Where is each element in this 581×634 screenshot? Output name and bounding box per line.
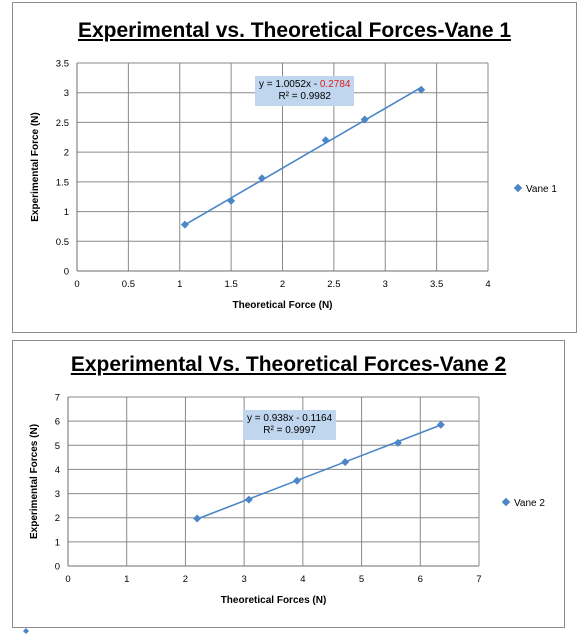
chart-title: Experimental vs. Theoretical Forces-Vane… — [77, 19, 512, 42]
legend-label: Vane 2 — [514, 498, 545, 509]
y-tick-label: 2 — [55, 513, 60, 524]
y-tick-label: 1.5 — [56, 177, 69, 188]
y-tick-label: 0.5 — [56, 237, 69, 248]
x-tick-label: 3 — [241, 574, 246, 585]
x-tick-label: 3 — [383, 279, 388, 290]
chart-vane-2: Experimental Vs. Theoretical Forces-Vane… — [12, 340, 565, 628]
data-point — [436, 420, 445, 429]
data-point — [257, 174, 266, 183]
equation-text: y = 0.938x - 0.1164 — [247, 413, 333, 424]
x-axis-title: Theoretical Force (N) — [232, 300, 332, 311]
r-squared-text: R² = 0.9997 — [263, 425, 316, 436]
chart-title: Experimental Vs. Theoretical Forces-Vane… — [70, 353, 507, 376]
y-tick-label: 4 — [55, 465, 60, 476]
x-tick-label: 0 — [65, 574, 70, 585]
legend: Vane 2 — [501, 497, 545, 509]
x-tick-label: 2 — [280, 279, 285, 290]
y-tick-label: 5 — [55, 441, 60, 452]
trendline-equation-box: y = 0.938x - 0.1164 R² = 0.9997 — [243, 410, 337, 440]
x-axis-title: Theoretical Forces (N) — [221, 595, 327, 606]
legend-marker-icon — [501, 497, 511, 507]
y-tick-label: 3 — [55, 489, 60, 500]
x-tick-label: 2 — [183, 574, 188, 585]
plot-area-vane-1: 0 0.5 1 1.5 2 2.5 3 3.5 0 0.5 1 1.5 2 2.5 3 3.5 4 Theoret… — [30, 59, 491, 312]
x-tick-label: 2.5 — [327, 279, 340, 290]
stray-marker-icon — [23, 628, 29, 634]
data-point — [227, 196, 236, 205]
y-tick-label: 3 — [64, 88, 69, 99]
y-tick-label: 0 — [55, 562, 60, 573]
x-tick-label: 4 — [300, 574, 305, 585]
x-tick-label: 5 — [359, 574, 364, 585]
data-point — [360, 115, 369, 124]
chart-vane-1: Experimental vs. Theoretical Forces-Vane… — [12, 2, 577, 333]
data-point — [341, 458, 350, 467]
data-point — [321, 136, 330, 145]
x-tick-label: 0 — [74, 279, 79, 290]
plot-area-vane-2: 0 1 2 3 4 5 6 7 0 1 2 3 4 5 6 7 Theoretical Forces (N) Ex… — [29, 393, 482, 607]
y-tick-label: 0 — [64, 267, 69, 278]
data-point — [180, 220, 189, 229]
y-tick-label: 1 — [64, 207, 69, 218]
equation-intercept: 0.2784 — [319, 79, 351, 90]
y-tick-label: 2 — [64, 148, 69, 159]
x-tick-label: 4 — [485, 279, 490, 290]
y-axis-title: Experimental Force (N) — [30, 112, 41, 221]
x-tick-label: 1 — [177, 279, 182, 290]
trendline-equation-box: y = 1.0052x - 0.2784 R² = 0.9982 — [255, 76, 355, 106]
data-point — [244, 495, 253, 504]
trendline — [184, 86, 422, 226]
equation-sign: - — [310, 79, 320, 90]
y-tick-label: 3.5 — [56, 59, 69, 70]
trendline — [196, 424, 442, 520]
y-tick-label: 1 — [55, 537, 60, 548]
x-tick-label: 7 — [476, 574, 481, 585]
data-point — [193, 514, 202, 523]
y-tick-label: 2.5 — [56, 118, 69, 129]
x-tick-label: 0.5 — [122, 279, 135, 290]
equation-text: y = 1.0052x — [259, 79, 311, 90]
y-tick-label: 7 — [55, 393, 60, 404]
r-squared-text: R² = 0.9982 — [278, 91, 331, 102]
x-tick-label: 3.5 — [430, 279, 443, 290]
x-tick-label: 6 — [418, 574, 423, 585]
legend-marker-icon — [513, 183, 523, 193]
x-tick-label: 1 — [124, 574, 129, 585]
x-tick-label: 1.5 — [225, 279, 238, 290]
legend-label: Vane 1 — [526, 184, 557, 195]
data-point — [292, 476, 301, 485]
legend: Vane 1 — [513, 183, 557, 195]
y-tick-label: 6 — [55, 417, 60, 428]
y-axis-title: Experimental Forces (N) — [29, 424, 40, 539]
data-point — [393, 438, 402, 447]
data-point — [417, 85, 426, 94]
